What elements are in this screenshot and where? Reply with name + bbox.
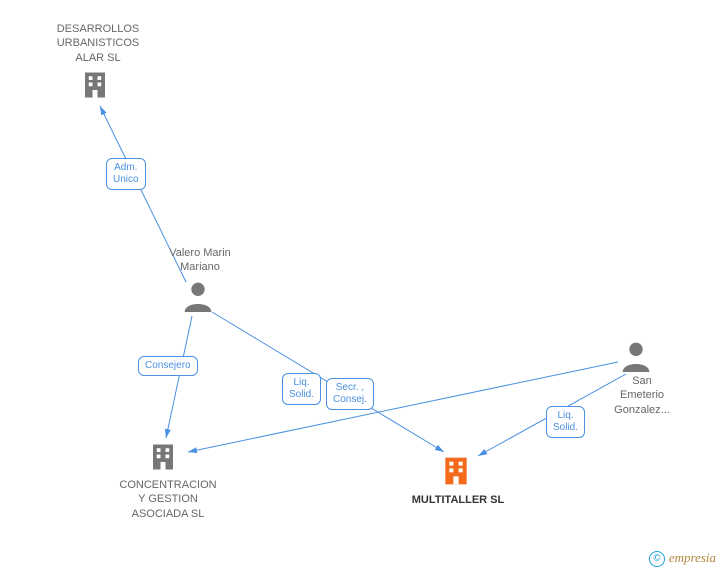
edge-label: Liq.Solid. (546, 406, 585, 438)
watermark: © empresia (649, 550, 716, 567)
watermark-brand: empresia (669, 550, 716, 565)
building-icon (80, 70, 110, 105)
copyright-icon: © (649, 551, 665, 567)
edge-label: Adm.Unico (106, 158, 146, 190)
edge-label: Consejero (138, 356, 198, 376)
node-label-san-emeterio: SanEmeterioGonzalez... (602, 374, 682, 417)
edge-label: Liq.Solid. (282, 373, 321, 405)
node-label-desarrollos: DESARROLLOSURBANISTICOSALAR SL (48, 22, 148, 65)
person-icon (182, 280, 214, 317)
node-label-multitaller: MULTITALLER SL (398, 493, 518, 507)
person-icon (620, 340, 652, 377)
building-icon (148, 442, 178, 477)
edge-line (166, 316, 192, 438)
node-label-concentracion: CONCENTRACIONY GESTIONASOCIADA SL (108, 478, 228, 521)
node-label-valero: Valero MarinMariano (150, 246, 250, 275)
edge-label: Secr. ,Consej. (326, 378, 374, 410)
building-icon (440, 455, 472, 492)
